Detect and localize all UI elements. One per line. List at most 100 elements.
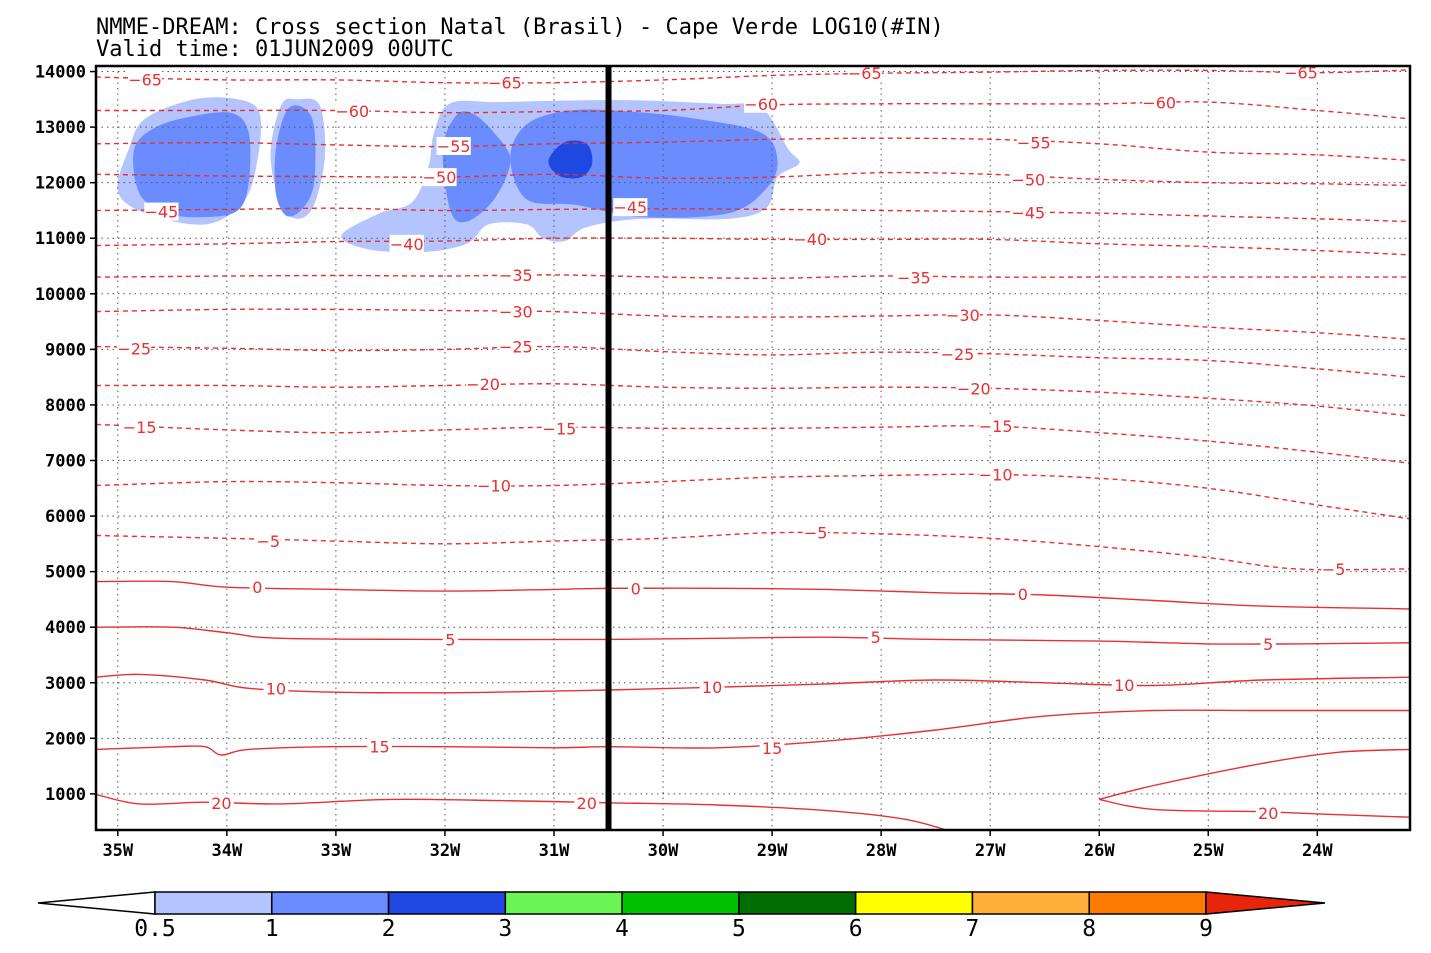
contour-label-21: −25 (499, 338, 533, 357)
y-tick-label-12: 13000 (35, 118, 86, 138)
colorbar-label-1: 1 (265, 916, 279, 942)
contour-label-bg-6 (1142, 93, 1177, 112)
shaded-region-7 (548, 140, 593, 179)
colorbar: 0.5 1 2 3 4 5 6 7 8 9 (37, 891, 1326, 942)
colorbar-label-2: 2 (382, 916, 396, 942)
contour-label-23: −20 (466, 375, 500, 394)
y-tick-label-13: 14000 (35, 63, 86, 83)
contour-line-17 (96, 137, 1410, 162)
contour-label-18: −30 (499, 303, 533, 322)
colorbar-label-7: 7 (966, 916, 980, 942)
contour-line-7 (96, 531, 1410, 571)
contour-label-bg-46 (1255, 803, 1281, 822)
contour-label-bg-29 (978, 465, 1013, 484)
contour-label-bg-26 (542, 419, 577, 438)
contour-label-39: 10 (266, 679, 286, 698)
contour-label-bg-2 (847, 64, 882, 83)
contour-label-13: −45 (1011, 204, 1045, 223)
x-tick-label-6: 29W (757, 841, 788, 861)
contour-label-bg-41 (1111, 675, 1137, 694)
contour-label-bg-12 (613, 198, 648, 217)
y-tick-label-11: 12000 (35, 174, 86, 194)
x-tick-label-9: 26W (1084, 841, 1115, 861)
contour-labels: −65 −65 −65 −65−60 −60 −60−55 −55−50 −50−45 −45−… (117, 63, 1347, 823)
contour-label-bg-10 (1011, 170, 1046, 189)
y-tick-label-8: 9000 (45, 340, 86, 360)
contour-label-bg-23 (466, 374, 501, 393)
contour-label-bg-18 (498, 302, 533, 321)
contour-line-12 (96, 308, 1410, 341)
y-tick-label-6: 7000 (45, 452, 86, 472)
x-tick-label-10: 25W (1193, 841, 1224, 861)
contour-label-10: −50 (1011, 170, 1045, 189)
shaded-regions (117, 97, 800, 253)
colorbar-label-8: 8 (1082, 916, 1096, 942)
contour-label-bg-21 (498, 337, 533, 356)
contour-line-16 (96, 171, 1410, 187)
contour-label-17: −35 (897, 269, 931, 288)
x-tick-label-4: 31W (539, 841, 570, 861)
y-axis: 1000 2000 3000 4000 5000 6000 7000 8000 9000 1000… (35, 63, 96, 805)
colorbar-segment-1 (271, 891, 390, 915)
contour-label-12: −45 (613, 198, 647, 217)
contour-label-36: 5 (445, 630, 455, 649)
contour-label-bg-9 (422, 168, 457, 187)
contour-label-bg-11 (144, 202, 179, 221)
contour-label-bg-5 (744, 94, 779, 113)
shaded-region-3 (133, 112, 251, 218)
colorbar-segment-8 (1088, 891, 1207, 915)
contour-line-14 (96, 237, 1410, 256)
contour-label-15: −40 (793, 230, 827, 249)
contour-label-37: 5 (871, 628, 881, 647)
contour-label-bg-39 (263, 679, 289, 698)
contour-line-9 (96, 423, 1410, 464)
x-tick-label-1: 34W (211, 841, 242, 861)
colorbar-segment-7 (971, 891, 1090, 915)
y-tick-label-3: 4000 (45, 618, 86, 638)
contour-label-bg-42 (367, 737, 392, 756)
contour-label-16: −35 (499, 266, 533, 285)
x-tick-label-7: 28W (866, 841, 897, 861)
contour-label-30: −5 (256, 532, 280, 551)
contour-label-2: −65 (848, 64, 882, 83)
colorbar-extend-high (1205, 891, 1326, 915)
x-tick-label-0: 35W (102, 841, 133, 861)
contour-label-bg-28 (476, 476, 512, 495)
contour-label-8: −55 (1017, 134, 1051, 153)
contour-line-0 (96, 793, 947, 830)
contour-label-bg-15 (793, 229, 828, 248)
contour-label-40: 10 (702, 678, 722, 697)
colorbar-label-3: 3 (498, 916, 512, 942)
contour-label-19: −30 (946, 306, 980, 325)
y-tick-label-0: 1000 (45, 785, 86, 805)
contour-label-bg-37 (867, 628, 884, 647)
contour-label-bg-13 (1011, 203, 1046, 222)
contour-label-bg-40 (699, 678, 725, 697)
contour-label-35: 0 (1018, 585, 1028, 604)
colorbar-segment-0 (154, 891, 273, 915)
chart-title: NMME-DREAM: Cross section Natal (Brasil)… (96, 15, 944, 62)
contour-label-bg-8 (1016, 133, 1051, 152)
contour-label-bg-20 (117, 339, 152, 358)
contour-label-1: −65 (488, 74, 522, 93)
contour-label-44: 20 (211, 794, 231, 813)
contour-label-bg-3 (1283, 63, 1319, 82)
contour-label-31: −5 (804, 524, 828, 543)
x-tick-label-11: 24W (1302, 841, 1333, 861)
contour-line-15 (96, 207, 1410, 223)
contour-label-bg-43 (759, 738, 785, 757)
contour-label-bg-35 (1015, 584, 1031, 603)
contour-label-bg-44 (209, 793, 234, 812)
contour-label-bg-4 (335, 102, 370, 121)
contour-label-bg-1 (487, 73, 523, 92)
contour-label-bg-27 (978, 417, 1013, 436)
contour-label-25: −15 (123, 418, 157, 437)
y-tick-label-1: 2000 (45, 729, 86, 749)
contour-label-bg-19 (945, 305, 981, 324)
contour-line-11 (96, 345, 1410, 378)
contour-label-bg-36 (442, 630, 459, 649)
contour-label-6: −60 (1142, 94, 1176, 113)
contour-line-13 (96, 274, 1410, 280)
contour-line-3 (96, 709, 1410, 756)
